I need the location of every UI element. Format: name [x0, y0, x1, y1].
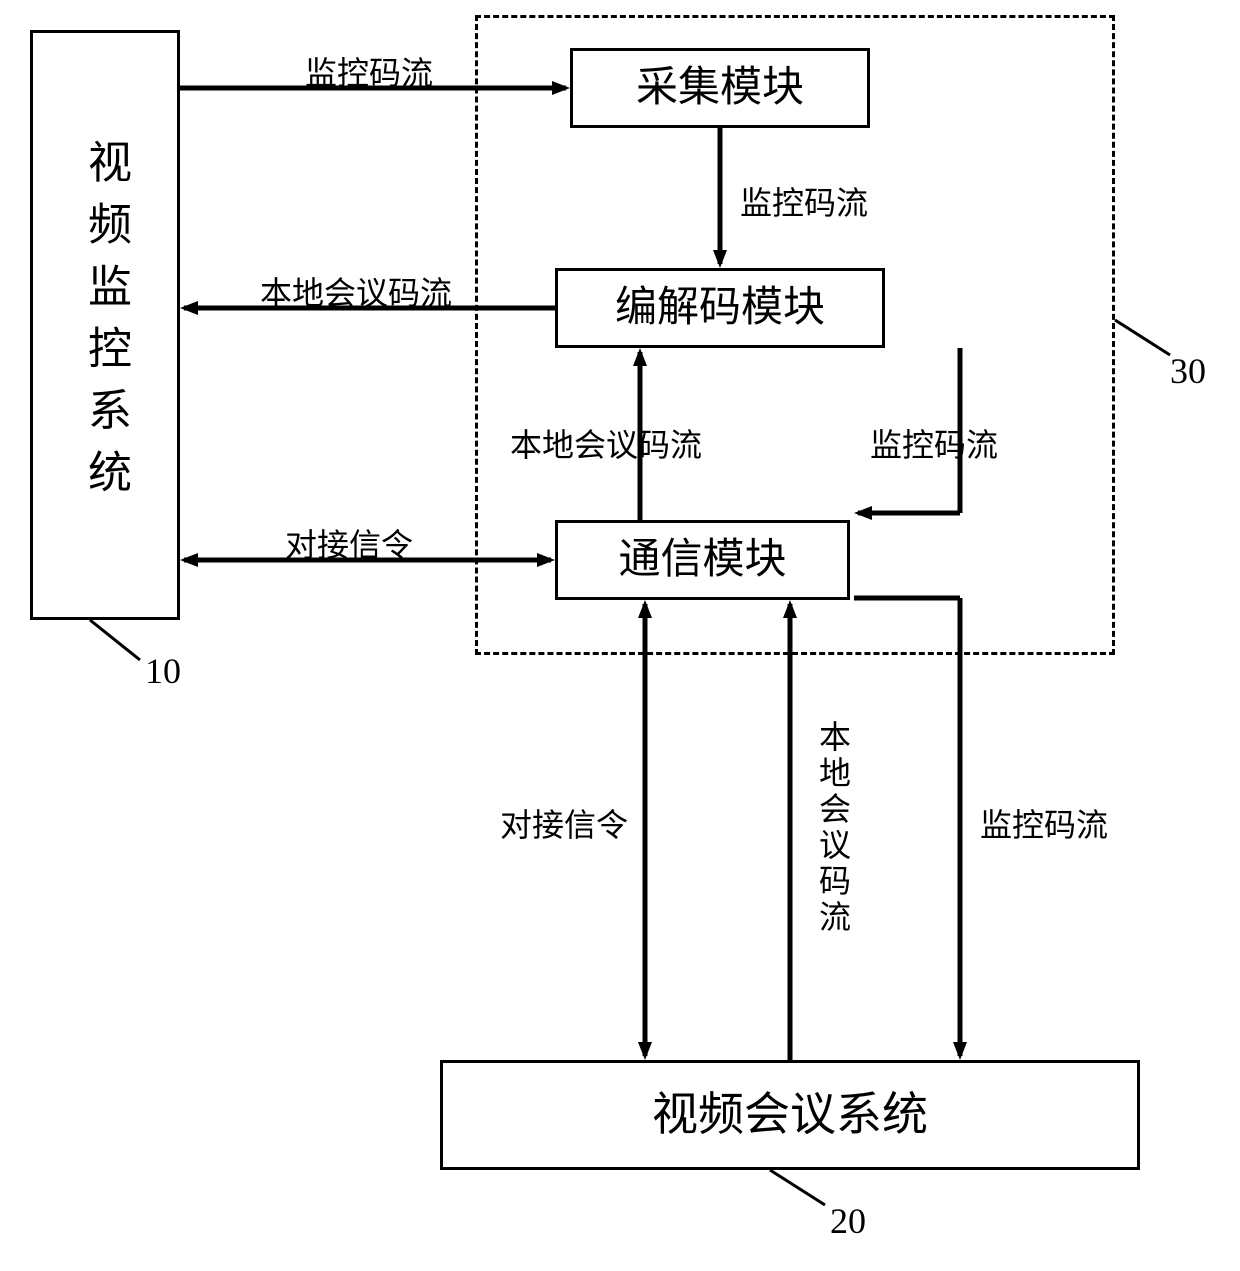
edge-label-e3: 本地会议码流 — [260, 268, 452, 314]
edge-label-e6: 对接信令 — [285, 520, 413, 566]
ref-label-10: 10 — [145, 650, 181, 692]
edge-label-e9: 监控码流 — [980, 800, 1108, 846]
ref-label-20: 20 — [830, 1200, 866, 1242]
edge-e9 — [850, 590, 980, 1060]
edge-e2 — [710, 128, 730, 268]
node-label-video-conference: 视频会议系统 — [652, 1087, 928, 1142]
node-video-conference: 视频会议系统 — [440, 1060, 1140, 1170]
ref-leader-10 — [90, 620, 150, 670]
edge-e8 — [780, 600, 800, 1060]
node-video-surveillance: 视频监控系统 — [30, 30, 180, 620]
node-label-codec: 编解码模块 — [615, 283, 825, 333]
edge-label-e4: 本地会议码流 — [510, 420, 702, 466]
edge-label-e7: 对接信令 — [500, 800, 628, 846]
edge-label-e1: 监控码流 — [305, 48, 433, 94]
ref-label-30: 30 — [1170, 350, 1206, 392]
node-communication: 通信模块 — [555, 520, 850, 600]
node-label-communication: 通信模块 — [618, 535, 786, 585]
edge-label-e5: 监控码流 — [870, 420, 998, 466]
node-label-collection: 采集模块 — [636, 63, 804, 113]
node-label-video-surveillance: 视频监控系统 — [73, 139, 137, 511]
node-collection: 采集模块 — [570, 48, 870, 128]
edge-e7 — [635, 600, 655, 1060]
node-codec: 编解码模块 — [555, 268, 885, 348]
edge-label-e2: 监控码流 — [740, 178, 868, 224]
